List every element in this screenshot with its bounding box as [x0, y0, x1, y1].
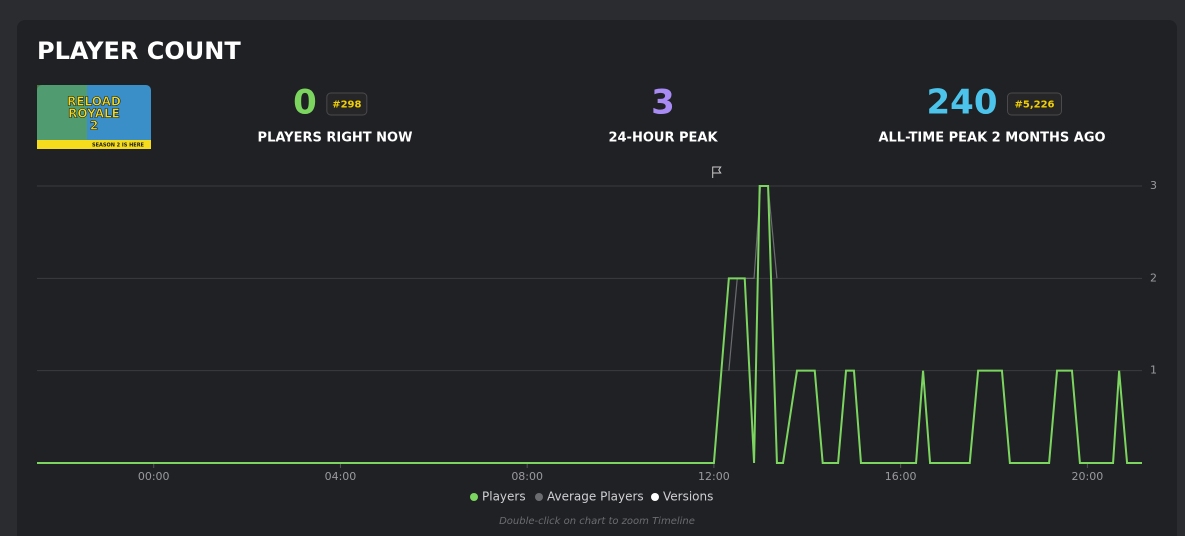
stat-value: 240 — [927, 83, 998, 123]
rank-text: #298 — [332, 100, 361, 111]
x-tick-label: 00:00 — [138, 470, 170, 483]
thumbnail-banner-bg — [37, 140, 151, 149]
x-tick-label: 12:00 — [698, 470, 730, 483]
rank-badge — [1006, 92, 1062, 116]
legend-item[interactable]: Average Players — [535, 490, 644, 504]
chart-note: Double-click on chart to zoom Timeline — [499, 516, 695, 527]
stat-label: ALL-TIME PEAK 2 MONTHS AGO — [878, 131, 1105, 146]
legend-item[interactable]: Players — [470, 490, 526, 504]
line — [37, 185, 1142, 464]
x-tick-label: 16:00 — [885, 470, 917, 483]
version-flag — [712, 166, 722, 178]
x-tick-label: 08:00 — [511, 470, 543, 483]
rank-text: #5,226 — [1014, 100, 1054, 111]
thumbnail-banner: SEASON 2 IS HERE — [92, 143, 145, 149]
legend-item[interactable]: Versions — [651, 490, 713, 504]
y-tick-label: 3 — [1150, 179, 1157, 192]
thumbnail[interactable] — [37, 85, 151, 149]
thumbnail-text: 2 — [90, 119, 98, 133]
thumbnail-land — [37, 85, 87, 149]
rank-badge — [326, 92, 368, 116]
stat-value: 0 — [293, 83, 317, 123]
legend-label: Players — [482, 490, 526, 504]
legend-label: Versions — [663, 490, 713, 504]
legend-swatch — [470, 493, 478, 501]
thumbnail-text: ROYALE — [68, 107, 120, 121]
x-tick-label: 04:00 — [325, 470, 357, 483]
legend-swatch — [651, 493, 659, 501]
y-tick-label: 1 — [1150, 364, 1157, 377]
x-tick-label: 20:00 — [1072, 470, 1104, 483]
stat-label: 24-HOUR PEAK — [608, 131, 718, 146]
y-tick-label: 2 — [1150, 271, 1157, 284]
thumbnail-text: RELOAD — [67, 95, 121, 109]
card-title: PLAYER COUNT — [37, 37, 241, 65]
legend-label: Average Players — [547, 490, 644, 504]
stat-label: PLAYERS RIGHT NOW — [258, 131, 413, 146]
legend-swatch — [535, 493, 543, 501]
stat-value: 3 — [651, 83, 675, 123]
